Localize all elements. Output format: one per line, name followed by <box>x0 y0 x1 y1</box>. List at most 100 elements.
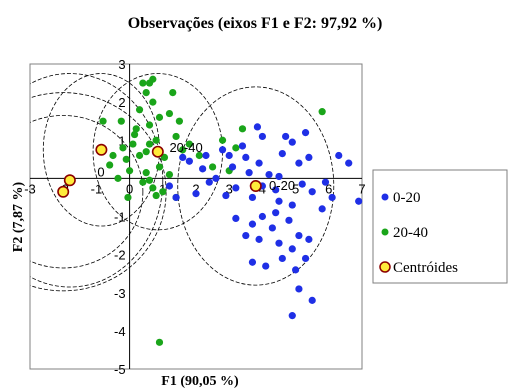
data-point-20-40 <box>132 125 140 133</box>
data-point-20-40 <box>165 109 174 118</box>
data-point-0-20 <box>165 182 174 190</box>
data-point-0-20 <box>258 132 266 141</box>
x-tick-label: 6 <box>325 181 332 196</box>
data-point-0-20 <box>225 151 233 160</box>
data-point-20-40 <box>185 140 193 148</box>
data-point-0-20 <box>345 159 353 167</box>
y-tick-label: 0 <box>97 164 104 179</box>
y-tick-label: -4 <box>114 324 126 339</box>
data-point-20-40 <box>124 193 132 202</box>
confidence-ellipse <box>30 115 144 269</box>
data-point-0-20 <box>205 178 213 186</box>
data-point-20-40 <box>232 144 240 152</box>
data-point-0-20 <box>265 170 273 179</box>
data-point-0-20 <box>262 262 270 270</box>
data-point-0-20 <box>272 186 280 194</box>
data-point-0-20 <box>179 153 187 162</box>
data-point-0-20 <box>255 159 263 167</box>
data-point-0-20 <box>292 266 300 274</box>
centroid-point <box>57 185 70 198</box>
data-point-0-20 <box>268 224 276 232</box>
data-point-20-40 <box>195 151 203 160</box>
data-point-20-40 <box>142 88 150 97</box>
data-point-20-40 <box>159 188 167 196</box>
data-point-20-40 <box>318 108 326 116</box>
plot-area: -3-2-1012345673210-1-2-3-4-520-400-20 <box>24 57 365 377</box>
data-point-20-40 <box>160 153 169 162</box>
data-point-20-40 <box>179 146 187 154</box>
data-point-0-20 <box>258 212 266 221</box>
y-tick-label: -5 <box>114 362 126 377</box>
centroid-point <box>95 143 108 156</box>
data-point-20-40 <box>238 125 247 133</box>
data-point-0-20 <box>245 169 253 177</box>
data-point-0-20 <box>318 205 326 213</box>
data-point-20-40 <box>142 148 150 156</box>
data-point-0-20 <box>282 132 290 141</box>
data-point-0-20 <box>232 214 240 223</box>
data-point-20-40 <box>129 140 137 148</box>
y-tick-label: 1 <box>118 133 125 148</box>
x-tick-label: 3 <box>226 181 233 196</box>
data-point-20-40 <box>139 178 147 186</box>
data-point-0-20 <box>185 157 193 165</box>
data-point-20-40 <box>139 79 147 87</box>
data-point-0-20 <box>275 197 283 205</box>
data-point-20-40 <box>145 121 154 129</box>
data-point-0-20 <box>248 220 257 228</box>
data-point-0-20 <box>355 197 363 205</box>
data-point-0-20 <box>285 216 293 224</box>
data-point-0-20 <box>288 138 296 146</box>
data-point-0-20 <box>295 285 303 293</box>
legend-marker-0-20 <box>381 193 389 201</box>
y-tick-label: 2 <box>118 95 125 110</box>
data-point-20-40 <box>169 88 177 97</box>
data-point-20-40 <box>218 136 227 144</box>
data-point-20-40 <box>172 132 180 141</box>
data-point-0-20 <box>321 178 330 186</box>
data-point-20-40 <box>149 75 157 83</box>
chart-title: Observações (eixos F1 e F2: 97,92 %) <box>128 15 383 32</box>
data-point-0-20 <box>238 142 247 150</box>
data-point-0-20 <box>192 190 200 198</box>
data-point-20-40 <box>149 184 157 192</box>
legend: 0-20 20-40 Centróides <box>372 169 508 284</box>
data-point-20-40 <box>106 161 114 169</box>
legend-label-20-40: 20-40 <box>393 225 428 241</box>
x-tick-label: 5 <box>292 181 299 196</box>
data-point-20-40 <box>155 113 164 121</box>
data-point-20-40 <box>145 176 154 184</box>
data-point-0-20 <box>199 165 207 173</box>
data-point-20-40 <box>99 117 107 125</box>
y-tick-label: -2 <box>114 248 126 263</box>
centroid-point <box>63 174 76 187</box>
data-point-0-20 <box>172 193 180 202</box>
data-point-0-20 <box>218 146 227 154</box>
x-tick-label: 2 <box>192 181 199 196</box>
confidence-ellipse <box>177 86 335 286</box>
data-point-0-20 <box>242 153 250 162</box>
data-point-20-40 <box>126 167 134 175</box>
centroid-point <box>249 180 262 193</box>
legend-marker-20-40 <box>381 228 389 236</box>
y-tick-label: -3 <box>114 286 126 301</box>
data-point-0-20 <box>275 172 283 181</box>
data-point-20-40 <box>135 151 144 160</box>
point-annotation: 20-40 <box>169 140 202 155</box>
data-point-0-20 <box>328 193 336 202</box>
centroid-point <box>151 145 164 158</box>
data-point-20-40 <box>152 191 160 200</box>
data-point-0-20 <box>248 193 257 202</box>
data-point-20-40 <box>165 170 174 179</box>
data-point-20-40 <box>130 130 139 139</box>
data-point-0-20 <box>288 201 296 209</box>
data-point-20-40 <box>145 140 154 148</box>
x-tick-label: -1 <box>91 181 103 196</box>
data-point-0-20 <box>255 235 263 243</box>
legend-box <box>372 169 508 284</box>
y-tick-label: 3 <box>118 57 125 72</box>
legend-label-0-20: 0-20 <box>393 190 421 206</box>
data-point-0-20 <box>301 129 310 137</box>
legend-marker-centroids <box>379 261 391 273</box>
